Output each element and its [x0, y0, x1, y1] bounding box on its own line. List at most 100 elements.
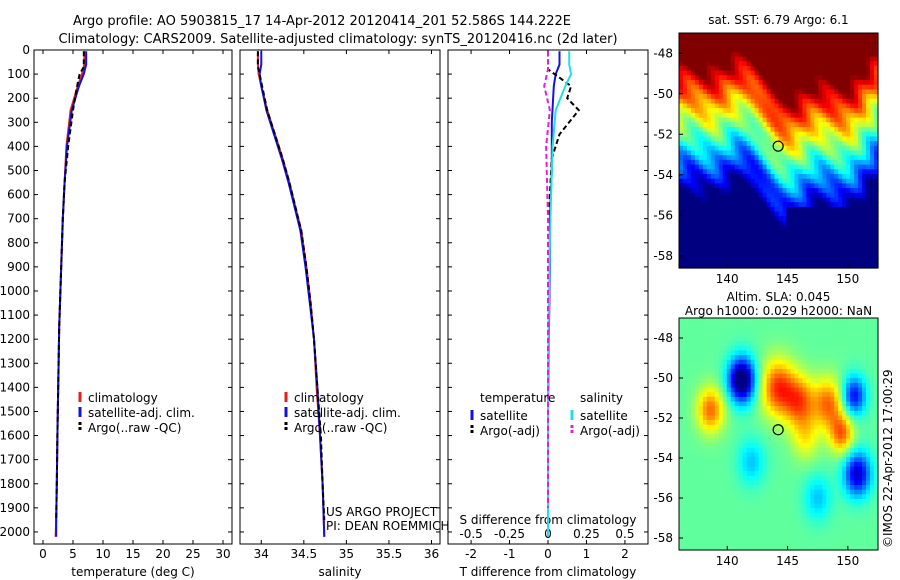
heatmap-cell [798, 150, 803, 156]
heatmap-cell [826, 202, 831, 208]
heatmap-cell [682, 244, 688, 250]
heatmap-cell [870, 503, 875, 509]
heatmap-cell [822, 369, 827, 375]
heatmap-cell [822, 475, 827, 481]
heatmap-cell [698, 517, 704, 523]
heatmap-cell [790, 331, 796, 338]
heatmap-cell [846, 117, 851, 123]
heatmap-cell [790, 517, 796, 523]
heatmap-cell [810, 47, 815, 53]
heatmap-cell [770, 131, 776, 137]
heatmap-cell [774, 508, 780, 514]
heatmap-cell [810, 33, 815, 39]
heatmap-cell [786, 164, 792, 170]
heatmap-cell [854, 373, 859, 379]
heatmap-cell [846, 420, 851, 426]
heatmap-cell [758, 89, 764, 95]
heatmap-cell [750, 434, 756, 440]
heatmap-cell [762, 42, 768, 48]
heatmap-cell [762, 174, 768, 180]
heatmap-cell [798, 387, 803, 393]
heatmap-cell [734, 244, 740, 250]
heatmap-cell [862, 174, 867, 180]
heatmap-cell [698, 178, 704, 184]
heatmap-cell [750, 485, 756, 491]
heatmap-cell [810, 359, 815, 365]
heatmap-cell [830, 122, 835, 128]
heatmap-cell [682, 480, 688, 486]
heatmap-cell [794, 221, 799, 227]
heatmap-cell [730, 37, 736, 43]
heatmap-cell [758, 202, 764, 208]
heatmap-cell [682, 131, 688, 137]
heatmap-cell [750, 494, 756, 500]
heatmap-cell [874, 174, 879, 180]
heatmap-cell [798, 327, 803, 333]
heatmap-cell [766, 359, 772, 365]
heatmap-cell [770, 489, 776, 495]
heatmap-cell [762, 396, 768, 403]
heatmap-cell [870, 211, 875, 217]
heatmap-cell [718, 253, 724, 260]
heatmap-cell [774, 475, 780, 481]
heatmap-cell [802, 429, 807, 435]
heatmap-cell [766, 159, 772, 166]
heatmap-cell [682, 108, 688, 114]
heatmap-cell [854, 322, 859, 328]
heatmap-cell [806, 103, 811, 109]
heatmap-cell [738, 136, 744, 142]
heatmap-cell [818, 155, 823, 161]
heatmap-cell [762, 369, 768, 375]
heatmap-cell [814, 127, 819, 133]
heatmap-cell [838, 37, 843, 43]
heatmap-cell [870, 359, 875, 365]
heatmap-cell [834, 164, 839, 170]
heatmap-cell [742, 211, 748, 217]
heatmap-cell [730, 225, 736, 231]
heatmap-cell [714, 475, 720, 481]
heatmap-cell [774, 489, 780, 495]
heatmap-cell [722, 47, 728, 53]
heatmap-cell [742, 461, 748, 468]
heatmap-cell [846, 508, 851, 514]
heatmap-cell [730, 253, 736, 260]
heatmap-cell [702, 382, 708, 389]
heatmap-cell [734, 164, 740, 170]
heatmap-cell [694, 258, 700, 264]
heatmap-cell [834, 447, 839, 454]
heatmap-cell [766, 174, 772, 180]
heatmap-cell [862, 216, 867, 222]
heatmap-cell [782, 225, 788, 231]
heatmap-cell [858, 239, 863, 246]
heatmap-cell [758, 327, 764, 333]
heatmap-cell [718, 466, 724, 472]
heatmap-cell [766, 410, 772, 417]
heatmap-cell [822, 159, 827, 166]
heatmap-cell [826, 466, 831, 472]
heatmap-cell [782, 373, 788, 379]
heatmap-cell [686, 122, 692, 128]
heatmap-cell [762, 387, 768, 393]
heatmap-cell [858, 364, 863, 370]
heatmap-cell [794, 225, 799, 231]
heatmap-cell [686, 461, 692, 468]
heatmap-cell [806, 378, 811, 384]
heatmap-cell [858, 475, 863, 481]
heatmap-cell [686, 355, 692, 361]
heatmap-cell [746, 94, 752, 100]
heatmap-cell [702, 410, 708, 417]
heatmap-cell [718, 84, 724, 90]
heatmap-cell [754, 512, 760, 519]
heatmap-cell [698, 33, 704, 39]
heatmap-cell [854, 401, 859, 407]
heatmap-cell [750, 443, 756, 449]
heatmap-cell [746, 84, 752, 90]
heatmap-cell [866, 192, 871, 199]
heatmap-cell [790, 197, 796, 203]
heatmap-cell [742, 216, 748, 222]
heatmap-cell [718, 155, 724, 161]
heatmap-cell [750, 206, 756, 213]
heatmap-cell [734, 192, 740, 199]
heatmap-cell [742, 485, 748, 491]
heatmap-cell [862, 350, 867, 356]
